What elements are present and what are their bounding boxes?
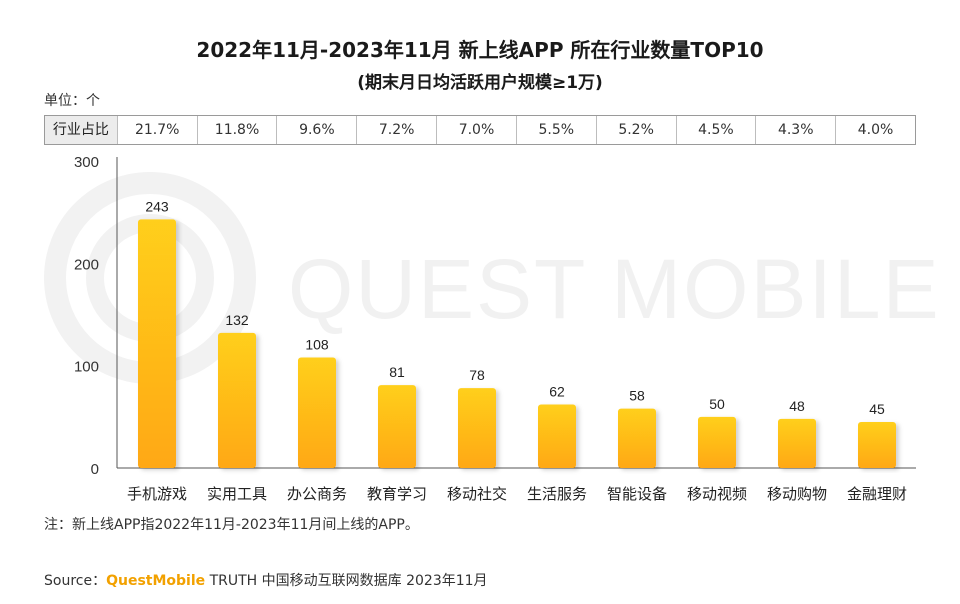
- y-tick-label: 200: [74, 256, 99, 273]
- bar: [458, 388, 496, 468]
- bar: [538, 404, 576, 468]
- chart-subtitle: (期末月日均活跃用户规模≥1万): [357, 73, 603, 93]
- bar: [618, 408, 656, 468]
- bar-value-label: 58: [629, 388, 645, 404]
- footnote: 注：新上线APP指2022年11月-2023年11月间上线的APP。: [44, 517, 419, 533]
- bar-value-label: 62: [549, 384, 565, 400]
- bar: [218, 332, 256, 468]
- y-tick-label: 300: [74, 154, 99, 171]
- bar-value-label: 48: [789, 398, 805, 414]
- bar: [698, 416, 736, 468]
- bar: [298, 357, 336, 468]
- bar-value-label: 132: [225, 312, 249, 328]
- watermark: QUEST MOBILE: [44, 172, 941, 384]
- bar-value-label: 81: [389, 364, 405, 380]
- share-cell: 7.2%: [356, 116, 436, 144]
- bar: [138, 219, 176, 468]
- x-tick-label: 手机游戏: [127, 485, 187, 503]
- bar-value-label: 50: [709, 396, 725, 412]
- bar-value-label: 45: [869, 401, 885, 417]
- bar: [778, 418, 816, 468]
- x-tick-label: 金融理财: [847, 485, 907, 503]
- source-prefix: Source：: [44, 573, 107, 589]
- y-tick-label: 0: [91, 461, 99, 478]
- x-tick-label: 移动视频: [687, 485, 747, 503]
- y-tick-label: 100: [74, 359, 99, 376]
- x-tick-label: 实用工具: [207, 485, 267, 503]
- bar-value-label: 78: [469, 367, 485, 383]
- share-cell: 4.0%: [835, 116, 915, 144]
- share-cell: 7.0%: [436, 116, 516, 144]
- x-tick-label: 教育学习: [367, 485, 427, 503]
- unit-label: 单位：个: [44, 93, 100, 109]
- share-cell: 4.3%: [755, 116, 835, 144]
- bar: [378, 385, 416, 468]
- source-line: Source：QuestMobile TRUTH 中国移动互联网数据库 2023…: [44, 570, 488, 590]
- share-table-header: 行业占比: [45, 116, 117, 144]
- x-tick-label: 移动购物: [767, 485, 827, 503]
- share-cell: 5.2%: [595, 116, 676, 144]
- x-tick-label: 生活服务: [527, 485, 587, 503]
- share-cell: 5.5%: [515, 116, 596, 144]
- source-brand: QuestMobile: [106, 573, 206, 589]
- share-cell: 11.8%: [196, 116, 277, 144]
- source-rest: TRUTH 中国移动互联网数据库 2023年11月: [205, 573, 488, 589]
- share-cell: 9.6%: [276, 116, 356, 144]
- industry-share-table: 行业占比 21.7% 11.8% 9.6% 7.2% 7.0% 5.5% 5.2…: [44, 115, 916, 145]
- share-cell: 4.5%: [675, 116, 756, 144]
- x-tick-label: 移动社交: [447, 485, 507, 503]
- x-tick-label: 智能设备: [607, 485, 667, 503]
- share-cell: 21.7%: [116, 116, 197, 144]
- bar-value-label: 243: [145, 198, 169, 214]
- x-tick-label: 办公商务: [287, 485, 347, 503]
- bar: [858, 421, 896, 468]
- bar-value-label: 108: [305, 336, 329, 352]
- chart-title: 2022年11月-2023年11月 新上线APP 所在行业数量TOP10: [196, 38, 764, 62]
- watermark-text: QUEST MOBILE: [288, 242, 941, 336]
